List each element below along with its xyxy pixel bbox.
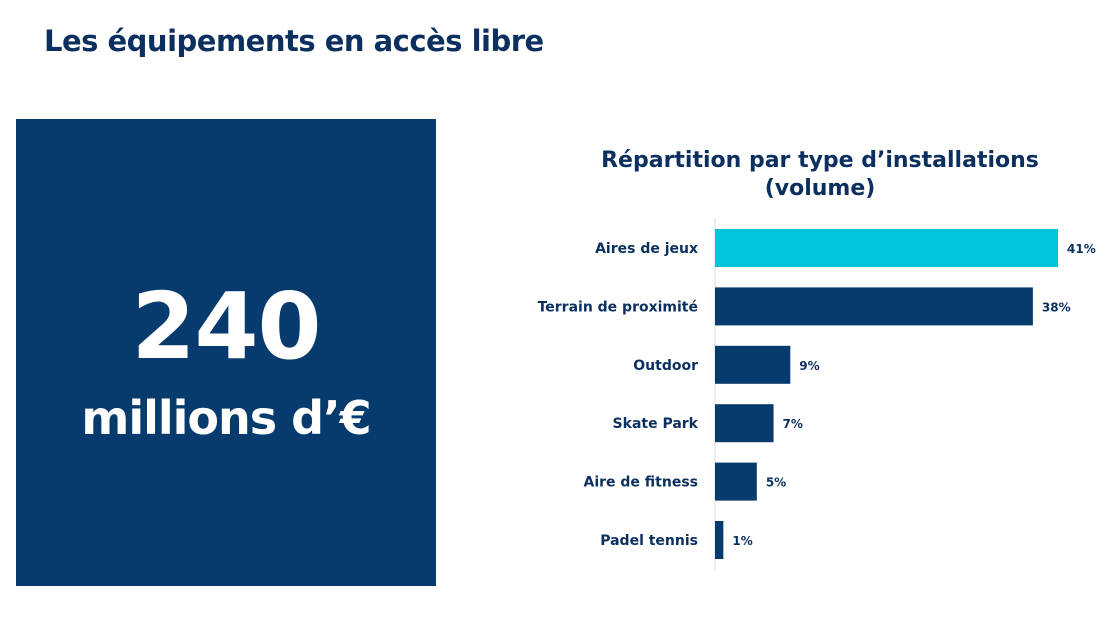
category-label: Aires de jeux xyxy=(595,241,698,257)
bar-value-label: 7% xyxy=(783,417,803,431)
chart-title-line-2: (volume) xyxy=(764,176,876,201)
chart-title-line-1: Répartition par type d’installations xyxy=(601,148,1039,173)
category-label: Outdoor xyxy=(633,358,698,374)
bar xyxy=(715,229,1058,267)
bar xyxy=(715,287,1033,326)
bar-value-label: 9% xyxy=(799,359,819,373)
bar-value-label: 5% xyxy=(766,476,786,490)
chart-title: Répartition par type d’installations (vo… xyxy=(560,147,1080,203)
category-label: Aire de fitness xyxy=(584,475,699,491)
kpi-box: 240 millions d’€ xyxy=(16,119,436,586)
bar xyxy=(715,404,774,443)
kpi-unit: millions d’€ xyxy=(81,391,371,445)
bar xyxy=(715,462,757,501)
bar-value-label: 38% xyxy=(1042,300,1071,314)
category-label: Skate Park xyxy=(613,416,699,432)
bar xyxy=(715,521,724,559)
category-label: Padel tennis xyxy=(600,533,698,549)
bar-chart: Aires de jeux 41% Terrain de proximité 38% O… xyxy=(538,218,1096,570)
bar xyxy=(715,345,791,384)
kpi-value: 240 xyxy=(131,273,321,380)
bar-value-label: 41% xyxy=(1067,242,1096,256)
bar-value-label: 1% xyxy=(732,534,752,548)
category-label: Terrain de proximité xyxy=(538,299,698,315)
page-title: Les équipements en accès libre xyxy=(44,24,544,58)
